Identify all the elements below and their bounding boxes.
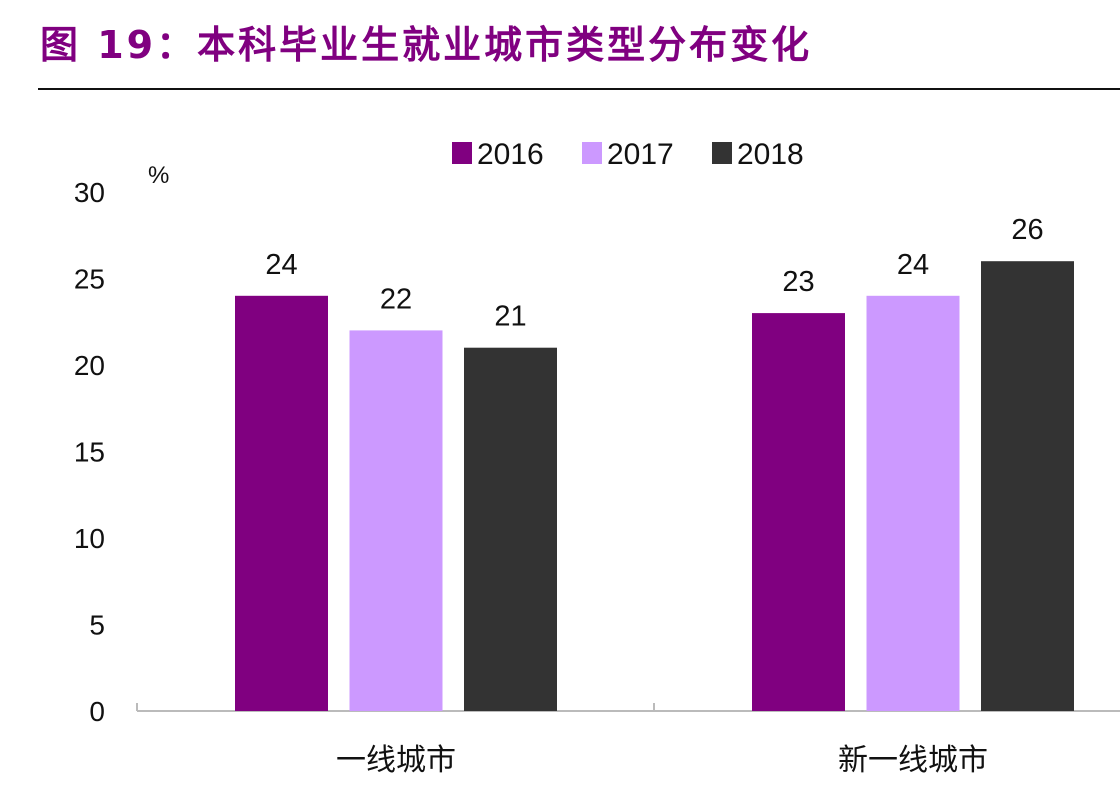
bar-2018-0 bbox=[464, 347, 557, 711]
x-tick-label: 新一线城市 bbox=[838, 744, 988, 777]
y-axis-unit: % bbox=[148, 162, 169, 189]
y-tick-label: 15 bbox=[74, 437, 105, 468]
data-label: 23 bbox=[782, 266, 814, 298]
title-divider bbox=[38, 88, 1120, 90]
legend-label: 2018 bbox=[737, 138, 804, 171]
bar-2017-0 bbox=[349, 330, 443, 711]
bar-2017-1 bbox=[866, 295, 960, 711]
data-label: 21 bbox=[494, 301, 526, 333]
legend-label: 2017 bbox=[607, 138, 674, 171]
data-label: 24 bbox=[897, 249, 929, 281]
legend-swatch-2018 bbox=[712, 142, 732, 164]
y-tick-label: 5 bbox=[89, 610, 105, 641]
chart-title: 图 19：本科毕业生就业城市类型分布变化 bbox=[40, 23, 813, 67]
legend-label: 2016 bbox=[477, 138, 544, 171]
legend-swatch-2017 bbox=[582, 142, 602, 164]
legend-swatch-2016 bbox=[452, 142, 472, 164]
y-tick-label: 30 bbox=[74, 177, 105, 208]
data-label: 26 bbox=[1011, 214, 1043, 246]
data-label: 24 bbox=[265, 249, 297, 281]
y-tick-label: 25 bbox=[74, 264, 105, 295]
bar-2016-1 bbox=[752, 313, 845, 711]
x-tick-label: 一线城市 bbox=[336, 744, 456, 777]
y-tick-label: 20 bbox=[74, 350, 105, 381]
y-tick-label: 0 bbox=[89, 696, 105, 727]
bar-2018-1 bbox=[981, 261, 1074, 711]
data-label: 22 bbox=[380, 283, 412, 315]
y-tick-label: 10 bbox=[74, 523, 105, 554]
bar-2016-0 bbox=[235, 295, 328, 711]
